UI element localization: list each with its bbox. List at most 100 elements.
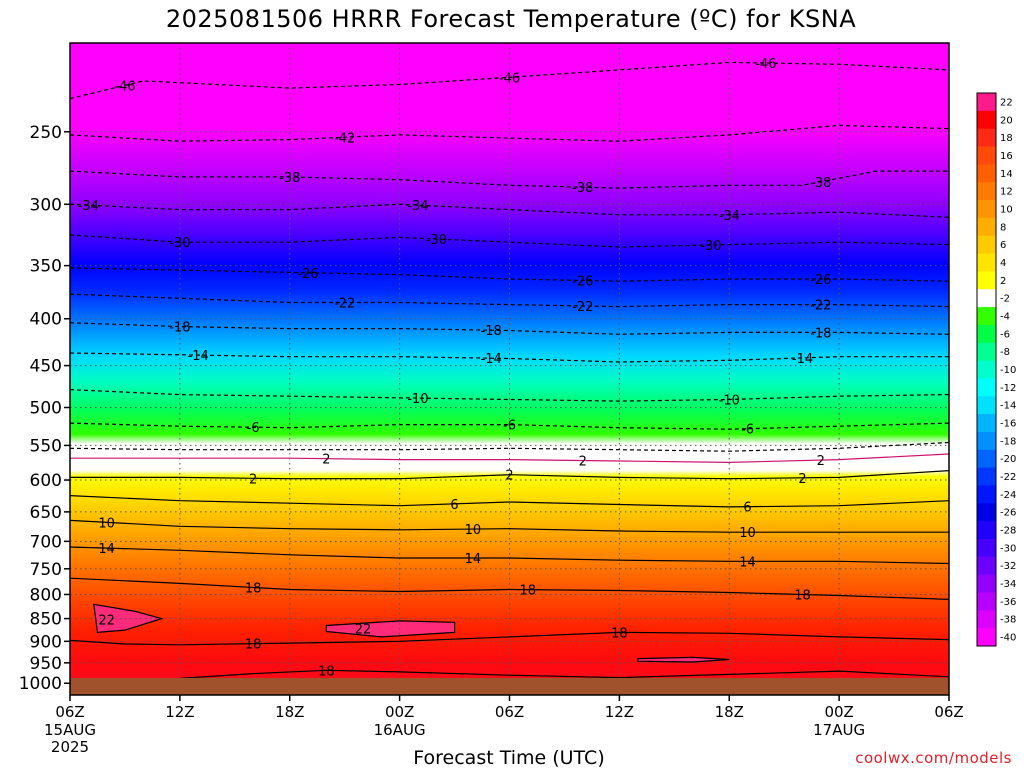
colorbar-swatch <box>977 449 996 469</box>
contour-label: -14 <box>792 352 813 367</box>
colorbar-label: 2 <box>1000 276 1006 287</box>
colorbar-label: -40 <box>1000 633 1016 644</box>
y-tick-label: 1000 <box>19 674 62 694</box>
svg-text:-14: -14 <box>481 352 502 367</box>
y-tick-label: 700 <box>30 532 62 552</box>
contour-line <box>70 61 949 100</box>
svg-text:10: 10 <box>98 516 115 531</box>
svg-text:2: 2 <box>798 472 806 487</box>
contour-label: 6 <box>450 498 458 513</box>
x-tick-label: 18Z <box>275 703 304 721</box>
y-tick-label: 600 <box>30 471 62 491</box>
colorbar-swatch <box>977 378 996 397</box>
svg-text:6: 6 <box>450 498 458 513</box>
contour-label: 18 <box>611 626 628 641</box>
colorbar-swatch <box>977 164 996 183</box>
svg-text:-22: -22 <box>810 299 831 314</box>
svg-text:2: 2 <box>322 453 330 468</box>
contour-label: 2 <box>249 472 257 487</box>
svg-text:14: 14 <box>739 555 756 570</box>
colorbar-swatch <box>977 253 996 272</box>
x-tick-sublabel: 17AUG <box>813 721 865 739</box>
colorbar-label: 20 <box>1000 115 1013 126</box>
colorbar-label: -12 <box>1000 383 1016 394</box>
colorbar-swatch <box>977 610 996 629</box>
contour-label: -10 <box>407 392 428 407</box>
colorbar-swatch <box>977 360 996 379</box>
contour-label: 14 <box>465 552 482 567</box>
x-tick-sublabel: 2025 <box>51 738 89 756</box>
svg-text:-26: -26 <box>297 267 318 282</box>
colorbar-swatch <box>977 146 996 165</box>
contour-line <box>70 495 949 508</box>
contour-label: -34 <box>78 199 99 214</box>
colorbar-label: -36 <box>1000 597 1016 608</box>
svg-text:-14: -14 <box>792 352 813 367</box>
contour-line <box>325 620 456 638</box>
svg-text:-30: -30 <box>700 239 721 254</box>
svg-text:-18: -18 <box>810 326 831 341</box>
contour-line <box>93 603 164 634</box>
contour-label: -18 <box>810 326 831 341</box>
svg-text:10: 10 <box>739 526 756 541</box>
contour-label: -46 <box>755 57 776 72</box>
contour-label: 18 <box>245 581 262 596</box>
contour-label: 18 <box>520 584 537 599</box>
svg-text:2: 2 <box>579 455 587 470</box>
x-tick-label: 06Z <box>55 703 84 721</box>
colorbar-swatch <box>977 110 996 130</box>
x-tick-label: 12Z <box>165 703 194 721</box>
colorbar-label: 8 <box>1000 222 1006 233</box>
contour-label: 14 <box>98 542 115 557</box>
svg-text:6: 6 <box>743 501 751 516</box>
chart-title: 2025081506 HRRR Forecast Temperature (ºC… <box>166 5 856 33</box>
colorbar-label: -2 <box>1000 294 1010 305</box>
svg-text:-38: -38 <box>572 181 593 196</box>
colorbar-label: 16 <box>1000 151 1013 162</box>
contour-label: -38 <box>810 176 831 191</box>
svg-text:2: 2 <box>817 454 825 469</box>
contour-label: 18 <box>245 638 262 653</box>
contour-label: 22 <box>98 614 115 629</box>
contour-label: 2 <box>505 469 513 484</box>
contour-label: -38 <box>279 171 300 186</box>
colorbar-swatch <box>977 592 996 611</box>
y-tick-label: 300 <box>30 195 62 215</box>
contour-label: -26 <box>572 274 593 289</box>
contour-label: 18 <box>794 588 811 603</box>
contour-label: -6 <box>503 419 516 434</box>
y-tick-label: 450 <box>30 357 62 377</box>
contour-line <box>70 631 949 646</box>
contour-label: -18 <box>169 321 190 336</box>
contour-label: -22 <box>572 300 593 315</box>
svg-text:2: 2 <box>505 469 513 484</box>
contour-line <box>179 669 949 679</box>
svg-text:-34: -34 <box>407 199 428 214</box>
svg-text:14: 14 <box>98 542 115 557</box>
contour-line <box>70 453 949 464</box>
contour-label: -34 <box>407 199 428 214</box>
colorbar-swatch <box>977 396 996 415</box>
x-tick-sublabel: 16AUG <box>374 721 426 739</box>
svg-text:22: 22 <box>355 622 372 637</box>
svg-text:-18: -18 <box>169 321 190 336</box>
colorbar-label: -18 <box>1000 436 1016 447</box>
y-tick-label: 900 <box>30 632 62 652</box>
colorbar-label: -8 <box>1000 347 1010 358</box>
contour-label: 2 <box>817 454 825 469</box>
contour-label: -6 <box>741 423 754 438</box>
svg-text:-6: -6 <box>503 419 516 434</box>
x-tick-label: 00Z <box>385 703 414 721</box>
contour-label: -14 <box>481 352 502 367</box>
y-tick-label: 500 <box>30 399 62 419</box>
pressure-axis: 2503003504004505005506006507007508008509… <box>19 123 70 694</box>
colorbar-label: -4 <box>1000 311 1010 322</box>
contour-label: -30 <box>169 236 190 251</box>
contour-line <box>70 577 949 600</box>
y-tick-label: 800 <box>30 585 62 605</box>
colorbar-label: -28 <box>1000 526 1016 537</box>
colorbar-label: 6 <box>1000 240 1006 251</box>
colorbar-label: -32 <box>1000 561 1016 572</box>
